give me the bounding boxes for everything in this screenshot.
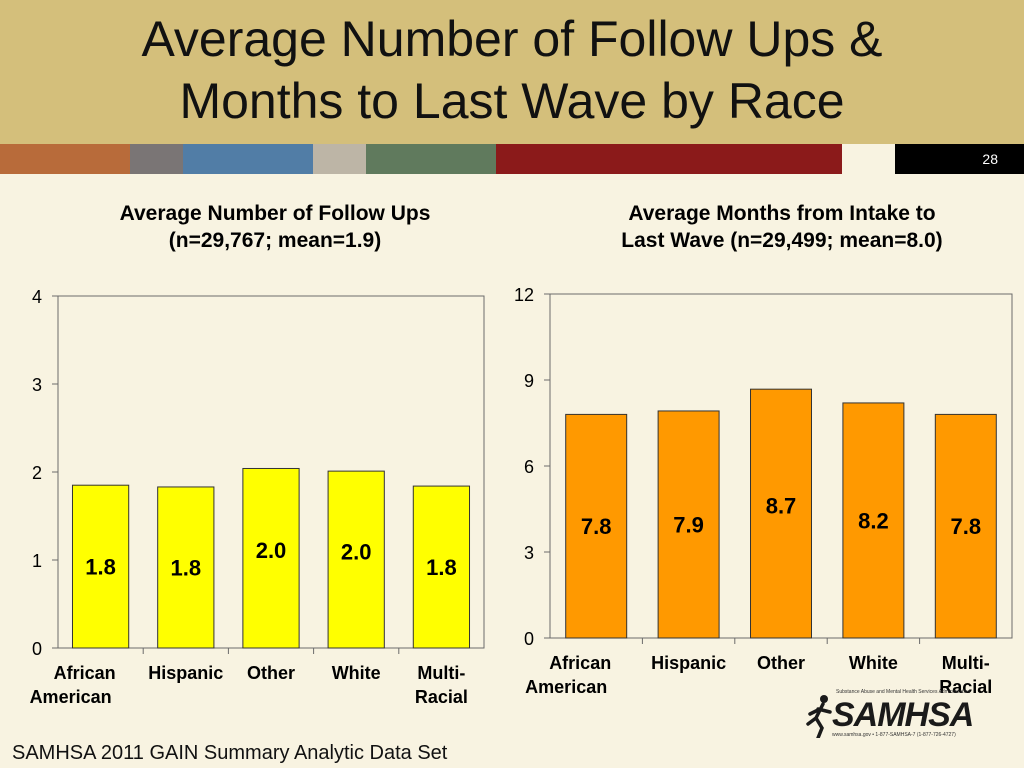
right-data-label: 7.8 <box>581 514 612 539</box>
left-bar <box>71 484 130 649</box>
right-data-label: 7.9 <box>673 512 704 537</box>
left-category-label: Other <box>247 663 295 683</box>
left-category-label: Hispanic <box>148 663 223 683</box>
right-category-label: Multi-Racial <box>939 653 992 697</box>
left-ytick-label: 2 <box>32 463 42 483</box>
follow-ups-bar-chart: 0 1 2 3 4 1.8 African American 1.8 Hispanic 2.0 Oth… <box>30 287 485 707</box>
stripe-7 <box>842 144 895 174</box>
left-data-label: 2.0 <box>341 540 372 565</box>
page-number: 28 <box>982 151 998 167</box>
stripe-4 <box>313 144 366 174</box>
right-category-label: White <box>849 653 898 673</box>
stripe-2 <box>130 144 183 174</box>
source-note: SAMHSA 2011 GAIN Summary Analytic Data S… <box>12 742 448 764</box>
left-data-label: 1.8 <box>85 555 116 580</box>
logo-tagline: Substance Abuse and Mental Health Servic… <box>836 689 971 695</box>
left-bar <box>157 486 215 649</box>
right-bar <box>842 402 905 639</box>
stripe-3 <box>183 144 313 174</box>
left-category-label: African American <box>30 663 116 707</box>
right-category-label: Hispanic <box>651 653 726 673</box>
left-category-label: White <box>332 663 381 683</box>
right-category-label: Other <box>757 653 805 673</box>
left-data-label: 1.8 <box>426 555 457 580</box>
right-data-label: 8.7 <box>766 494 797 519</box>
months-bar-chart: 0 3 6 9 12 7.8 African American 7.9 Hispanic 8.7 Ot… <box>514 285 1013 697</box>
left-chart-title: Average Number of Follow Ups (n=29,767; … <box>119 202 431 252</box>
logo-contact: www.samhsa.gov • 1-877-SAMHSA-7 (1-877-7… <box>832 732 956 738</box>
left-ytick-label: 4 <box>32 287 42 307</box>
right-category-label: African American <box>525 653 611 697</box>
stripe-8 <box>895 144 1024 174</box>
left-ytick-label: 3 <box>32 375 42 395</box>
left-bar <box>242 467 300 649</box>
right-ytick-label: 12 <box>514 285 534 305</box>
left-data-label: 2.0 <box>256 538 287 563</box>
left-category-label: Multi-Racial <box>415 663 468 707</box>
left-bar <box>327 470 385 649</box>
right-ytick-label: 3 <box>524 543 534 563</box>
right-ytick-label: 6 <box>524 457 534 477</box>
stripe-1 <box>0 144 130 174</box>
right-bar <box>934 413 997 639</box>
stripe-6 <box>496 144 842 174</box>
stripe-5 <box>366 144 496 174</box>
right-ytick-label: 0 <box>524 629 534 649</box>
running-figure-icon <box>806 695 832 738</box>
left-data-label: 1.8 <box>171 555 202 580</box>
left-ytick-label: 1 <box>32 551 42 571</box>
right-data-label: 7.8 <box>951 514 982 539</box>
right-ytick-label: 9 <box>524 371 534 391</box>
left-ytick-label: 0 <box>32 639 42 659</box>
right-bar <box>565 413 628 639</box>
logo-name: SAMHSA <box>832 696 974 734</box>
right-chart-title: Average Months from Intake to Last Wave … <box>621 202 943 252</box>
title-banner: Average Number of Follow Ups & Months to… <box>0 0 1024 144</box>
right-data-label: 8.2 <box>858 508 889 533</box>
slide-title: Average Number of Follow Ups & Months to… <box>141 11 883 129</box>
right-bar <box>750 388 812 639</box>
left-bar <box>412 485 471 649</box>
samhsa-logo: Substance Abuse and Mental Health Servic… <box>806 688 998 740</box>
right-bar <box>657 410 720 639</box>
